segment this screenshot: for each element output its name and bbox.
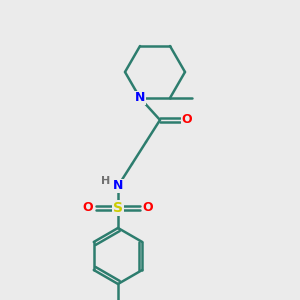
Text: N: N	[113, 179, 123, 193]
Text: S: S	[113, 201, 123, 215]
Text: N: N	[135, 92, 145, 104]
Text: O: O	[143, 202, 153, 214]
Text: H: H	[101, 176, 111, 186]
Text: O: O	[83, 202, 93, 214]
Text: O: O	[182, 113, 192, 127]
